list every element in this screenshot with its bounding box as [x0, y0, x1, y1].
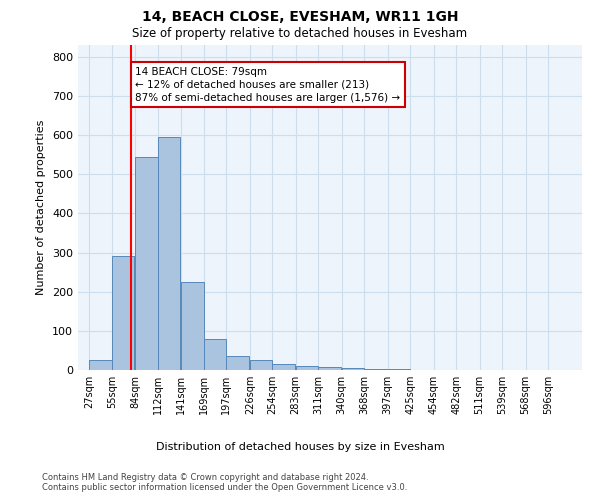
Bar [272, 364, 295, 370]
Bar [364, 369, 387, 370]
Text: 14, BEACH CLOSE, EVESHAM, WR11 1GH: 14, BEACH CLOSE, EVESHAM, WR11 1GH [142, 10, 458, 24]
Bar [388, 369, 410, 370]
Text: Size of property relative to detached houses in Evesham: Size of property relative to detached ho… [133, 28, 467, 40]
Text: Contains public sector information licensed under the Open Government Licence v3: Contains public sector information licen… [42, 484, 407, 492]
Bar [226, 356, 249, 370]
Bar [181, 282, 204, 370]
Bar [158, 137, 181, 370]
Bar [296, 366, 319, 370]
Bar [135, 156, 158, 370]
Text: 14 BEACH CLOSE: 79sqm
← 12% of detached houses are smaller (213)
87% of semi-det: 14 BEACH CLOSE: 79sqm ← 12% of detached … [135, 66, 400, 103]
Bar [319, 367, 341, 370]
Text: Contains HM Land Registry data © Crown copyright and database right 2024.: Contains HM Land Registry data © Crown c… [42, 472, 368, 482]
Bar [250, 360, 272, 370]
Bar [341, 368, 364, 370]
Bar [112, 256, 134, 370]
Text: Distribution of detached houses by size in Evesham: Distribution of detached houses by size … [155, 442, 445, 452]
Bar [204, 338, 226, 370]
Bar [89, 360, 112, 370]
Y-axis label: Number of detached properties: Number of detached properties [37, 120, 46, 295]
